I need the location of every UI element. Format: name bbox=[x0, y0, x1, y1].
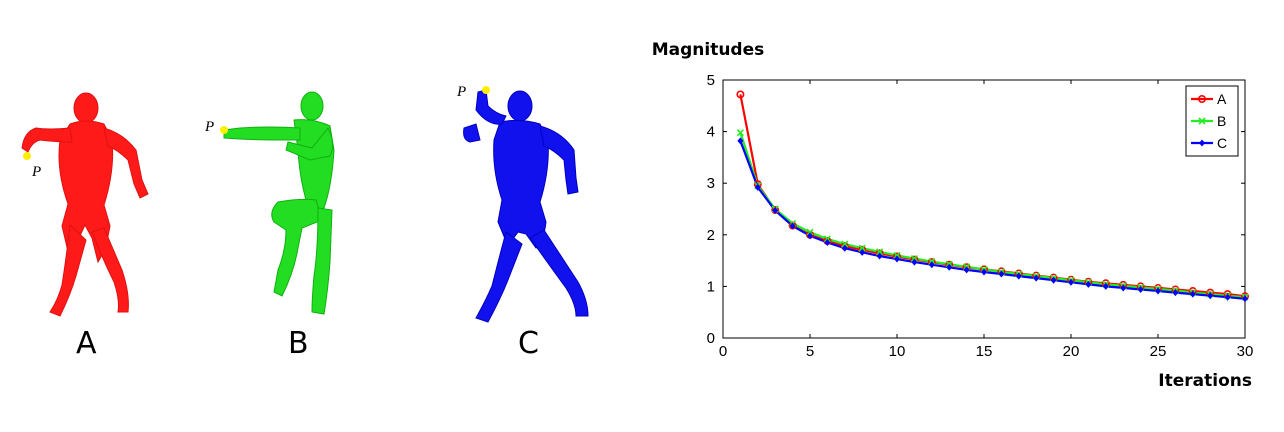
point-C-3 bbox=[772, 207, 779, 215]
point-B-10 bbox=[893, 251, 901, 260]
x-tick-label-2: 10 bbox=[889, 343, 906, 360]
y-tick-label-2: 2 bbox=[707, 227, 715, 244]
figure-b-left-arm bbox=[285, 127, 334, 161]
point-C-25 bbox=[1155, 287, 1161, 295]
point-C-12 bbox=[928, 261, 935, 269]
figure-a-left-arm bbox=[103, 127, 149, 199]
figure-a-right-arm bbox=[21, 127, 73, 153]
point-B-6 bbox=[823, 235, 831, 243]
point-C-9 bbox=[876, 252, 883, 260]
figure-c-point-marker bbox=[482, 86, 490, 94]
point-C-21 bbox=[1085, 280, 1092, 288]
figure-a-right-leg bbox=[49, 223, 87, 317]
point-C-19 bbox=[1050, 276, 1057, 284]
point-C-10 bbox=[894, 255, 900, 263]
figure-a-left-leg bbox=[91, 227, 129, 313]
point-C-24 bbox=[1137, 285, 1144, 293]
figure-b-standing-leg bbox=[311, 207, 333, 315]
legend-label-B: B bbox=[1217, 113, 1226, 129]
legend-marker-A bbox=[1198, 95, 1207, 104]
point-C-30 bbox=[1242, 295, 1248, 303]
y-tick-label-0: 0 bbox=[707, 330, 715, 347]
point-C-18 bbox=[1033, 274, 1040, 282]
x-axis-label: Iterations bbox=[1158, 371, 1252, 391]
point-C-13 bbox=[946, 263, 953, 271]
point-C-17 bbox=[1015, 272, 1022, 280]
figure-b-raised-leg bbox=[271, 198, 323, 297]
point-B-5 bbox=[806, 228, 814, 236]
point-C-29 bbox=[1224, 293, 1231, 301]
axis-ticks: 0 5 10 15 20 25 30 0 1 2 3 4 5 bbox=[707, 72, 1254, 360]
x-tick-label-5: 25 bbox=[1150, 343, 1167, 360]
x-tick-label-6: 30 bbox=[1237, 343, 1254, 360]
point-C-28 bbox=[1207, 292, 1214, 300]
point-C-15 bbox=[981, 268, 987, 276]
plot-area bbox=[722, 79, 1246, 339]
figure-a-body: P bbox=[21, 92, 149, 317]
point-C-14 bbox=[963, 266, 970, 274]
point-C-11 bbox=[911, 258, 918, 266]
legend: ABC bbox=[1185, 85, 1239, 157]
series-line-A bbox=[739, 94, 1246, 298]
figure-a-point-marker bbox=[23, 152, 31, 160]
point-C-6 bbox=[824, 239, 831, 247]
figure-b-right-arm bbox=[223, 126, 301, 141]
series-lines bbox=[739, 94, 1246, 300]
x-tick-label-0: 0 bbox=[719, 343, 727, 360]
point-C-16 bbox=[998, 270, 1005, 278]
point-C-7 bbox=[841, 244, 848, 252]
figure-a-point-label: P bbox=[31, 164, 41, 180]
chart-title: Magnitudes bbox=[652, 40, 765, 60]
y-tick-label-4: 4 bbox=[707, 124, 715, 141]
legend-label-A: A bbox=[1217, 91, 1227, 107]
point-C-4 bbox=[789, 222, 796, 230]
legend-marker-C bbox=[1199, 139, 1205, 147]
figure-c-point-label: P bbox=[456, 84, 466, 100]
point-C-27 bbox=[1189, 290, 1196, 298]
y-tick-label-3: 3 bbox=[707, 175, 715, 192]
series-markers bbox=[736, 90, 1250, 303]
y-tick-label-1: 1 bbox=[707, 278, 715, 295]
point-B-9 bbox=[876, 248, 884, 256]
figure-b-point-marker bbox=[220, 126, 228, 134]
legend-marker-B bbox=[1198, 117, 1206, 125]
point-A-1 bbox=[736, 90, 745, 99]
point-C-23 bbox=[1120, 284, 1127, 292]
figure-a-label: A bbox=[76, 326, 97, 361]
figure-c-body: P bbox=[456, 84, 589, 323]
figure-c-label: C bbox=[518, 326, 539, 361]
figure-c-raised-forearm bbox=[463, 123, 481, 143]
figure-c-right-leg bbox=[475, 231, 523, 323]
point-C-20 bbox=[1068, 278, 1074, 286]
point-C-26 bbox=[1172, 289, 1179, 297]
point-C-8 bbox=[859, 248, 866, 256]
point-C-5 bbox=[807, 232, 813, 240]
point-C-22 bbox=[1102, 282, 1109, 290]
legend-label-C: C bbox=[1217, 135, 1227, 151]
y-tick-label-5: 5 bbox=[707, 72, 715, 89]
point-B-1 bbox=[736, 129, 744, 137]
figure-c-left-arm bbox=[539, 125, 579, 195]
point-B-7 bbox=[841, 240, 849, 248]
point-C-2 bbox=[754, 183, 761, 191]
x-tick-label-1: 5 bbox=[806, 343, 814, 360]
point-B-11 bbox=[910, 254, 918, 263]
point-B-8 bbox=[858, 244, 866, 252]
figure-b-label: B bbox=[288, 326, 309, 361]
figure-c-torso bbox=[493, 119, 549, 249]
figure-b-body: P bbox=[204, 91, 335, 315]
figure-b-point-label: P bbox=[204, 119, 214, 135]
figure-c-left-leg bbox=[529, 229, 589, 317]
point-C-1 bbox=[737, 137, 744, 145]
x-tick-label-4: 20 bbox=[1063, 343, 1080, 360]
series-line-C bbox=[739, 140, 1246, 300]
x-tick-label-3: 15 bbox=[976, 343, 993, 360]
